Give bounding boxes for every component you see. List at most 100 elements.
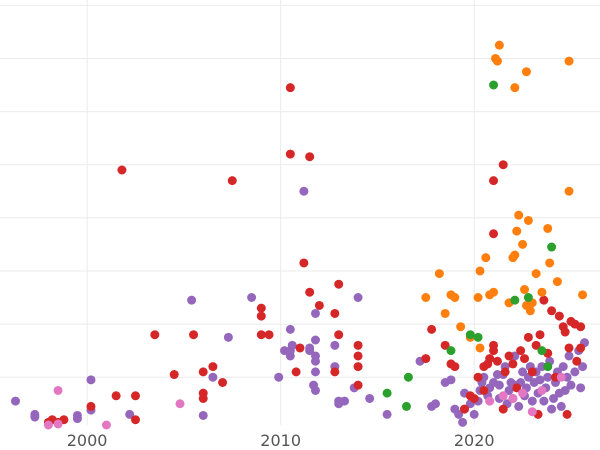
data-point: [485, 354, 495, 364]
data-point: [299, 258, 309, 268]
data-point: [564, 186, 574, 196]
data-point: [117, 165, 127, 175]
data-point: [537, 287, 547, 297]
data-point: [564, 56, 574, 66]
data-point: [187, 295, 197, 305]
data-point: [572, 356, 582, 366]
data-point: [450, 362, 460, 372]
data-point: [552, 277, 562, 287]
data-point: [274, 372, 284, 382]
data-point: [310, 367, 320, 377]
data-point: [512, 226, 522, 236]
data-point: [227, 176, 237, 186]
data-point: [330, 308, 340, 318]
data-point: [295, 343, 305, 353]
data-point: [285, 149, 295, 159]
data-point: [421, 354, 431, 364]
data-point: [256, 311, 266, 321]
data-point: [30, 412, 40, 422]
data-point: [330, 367, 340, 377]
data-point: [291, 367, 301, 377]
data-point: [481, 253, 491, 263]
data-point: [537, 385, 547, 395]
data-point: [86, 375, 96, 385]
data-point: [504, 351, 514, 361]
data-point: [314, 300, 324, 310]
data-point: [578, 290, 588, 300]
data-point: [310, 385, 320, 395]
data-point: [554, 311, 564, 321]
data-point: [130, 415, 140, 425]
data-point: [208, 372, 218, 382]
data-point: [494, 380, 504, 390]
data-point: [539, 396, 549, 406]
data-point: [208, 362, 218, 372]
data-point: [465, 330, 475, 340]
data-point: [531, 340, 541, 350]
data-point: [450, 293, 460, 302]
data-point: [485, 396, 495, 406]
data-point: [560, 327, 570, 337]
data-point: [382, 388, 392, 398]
data-point: [508, 393, 518, 403]
data-point: [86, 401, 96, 411]
data-point: [489, 176, 499, 186]
data-point: [489, 346, 499, 356]
data-point: [334, 330, 344, 340]
data-point: [427, 324, 437, 334]
data-point: [53, 385, 63, 395]
data-point: [570, 367, 580, 377]
data-point: [456, 322, 466, 332]
data-point: [403, 372, 413, 382]
data-point: [508, 359, 518, 369]
data-point: [520, 354, 530, 364]
data-point: [198, 367, 208, 377]
data-point: [299, 186, 309, 196]
data-point: [504, 385, 514, 395]
data-point: [518, 367, 528, 377]
data-point: [440, 340, 450, 350]
data-point: [531, 269, 541, 279]
data-point: [256, 303, 266, 313]
data-point: [510, 295, 520, 305]
data-point: [401, 401, 411, 411]
data-point: [458, 417, 468, 427]
data-point: [111, 391, 121, 401]
data-point: [547, 404, 557, 414]
data-point: [558, 362, 568, 372]
data-point: [223, 332, 233, 342]
data-point: [247, 293, 257, 302]
x-tick-label: 2020: [454, 431, 495, 450]
data-point: [150, 330, 160, 340]
data-point: [334, 279, 344, 289]
data-point: [518, 388, 528, 398]
data-point: [527, 396, 537, 406]
data-point: [498, 160, 508, 170]
data-point: [10, 396, 20, 406]
data-point: [560, 385, 570, 395]
data-point: [285, 83, 295, 93]
data-point: [473, 293, 483, 302]
data-point: [510, 83, 520, 93]
data-point: [473, 332, 483, 342]
data-point: [305, 287, 315, 297]
data-point: [539, 295, 549, 305]
data-point: [125, 409, 135, 419]
data-point: [492, 356, 502, 366]
data-point: [547, 242, 557, 252]
data-point: [535, 330, 545, 340]
data-point: [489, 229, 499, 239]
data-point: [434, 269, 444, 279]
data-point: [578, 362, 588, 372]
data-point: [353, 340, 363, 350]
data-point: [516, 346, 526, 356]
data-point: [576, 343, 586, 353]
data-point: [310, 351, 320, 361]
data-point: [520, 285, 530, 295]
data-point: [353, 380, 363, 390]
data-point: [198, 410, 208, 420]
data-point: [460, 404, 470, 414]
data-point: [537, 346, 547, 356]
data-point: [543, 362, 553, 372]
